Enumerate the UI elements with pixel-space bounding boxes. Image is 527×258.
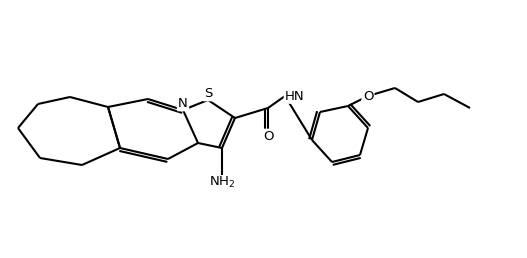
Text: O: O [363,90,373,102]
Text: HN: HN [285,90,305,102]
Text: N: N [178,97,188,110]
Text: O: O [263,130,274,143]
Text: S: S [204,87,212,100]
Text: NH$_2$: NH$_2$ [209,175,235,190]
